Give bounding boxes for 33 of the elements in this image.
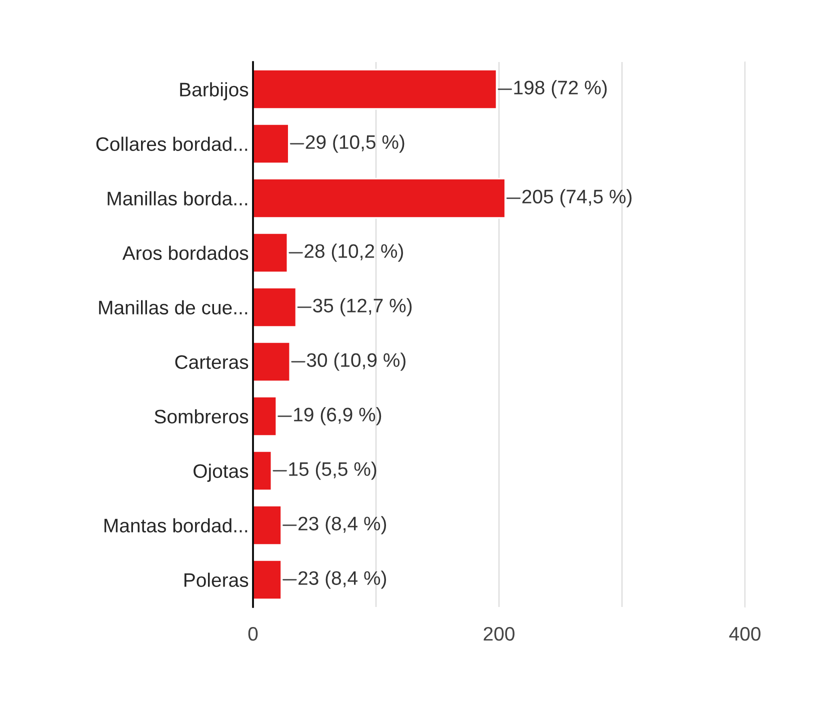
x-tick-label: 400 <box>729 626 760 641</box>
bar <box>253 450 272 492</box>
y-tick-label: Manillas borda... <box>108 191 248 206</box>
bar <box>253 396 278 437</box>
data-label: 23 (8,4 %) <box>298 516 386 534</box>
y-tick-label: Collares bordad... <box>96 136 248 151</box>
y-tick-label: Manillas de cue... <box>99 300 248 314</box>
bar <box>253 178 506 219</box>
y-tick-label: Sombreros <box>154 409 248 424</box>
data-label: 19 (6,9 %) <box>294 407 382 426</box>
y-tick-label: Aros bordados <box>122 246 248 260</box>
y-tick-label: Carteras <box>175 355 248 369</box>
y-tick-label: Poleras <box>184 572 248 587</box>
bar <box>253 68 498 110</box>
data-label: 28 (10,2 %) <box>304 244 403 262</box>
y-tick-label: Ojotas <box>194 464 248 482</box>
bar <box>253 232 288 274</box>
bar <box>253 286 297 328</box>
data-label: 29 (10,5 %) <box>306 134 404 153</box>
data-label: 30 (10,9 %) <box>306 352 406 371</box>
bar <box>253 123 290 164</box>
data-label: 205 (74,5 %) <box>522 189 632 208</box>
data-label: 35 (12,7 %) <box>313 298 412 316</box>
x-tick-label: 0 <box>248 626 258 641</box>
x-tick-label: 200 <box>484 626 514 641</box>
y-tick-label: Barbijos <box>180 82 248 100</box>
data-label: 23 (8,4 %) <box>298 570 386 589</box>
bar <box>253 504 282 546</box>
bar <box>253 341 291 382</box>
data-label: 198 (72 %) <box>514 80 607 98</box>
data-label: 15 (5,5 %) <box>289 462 376 480</box>
y-tick-label: Mantas bordad... <box>104 518 248 532</box>
bar <box>253 559 282 600</box>
